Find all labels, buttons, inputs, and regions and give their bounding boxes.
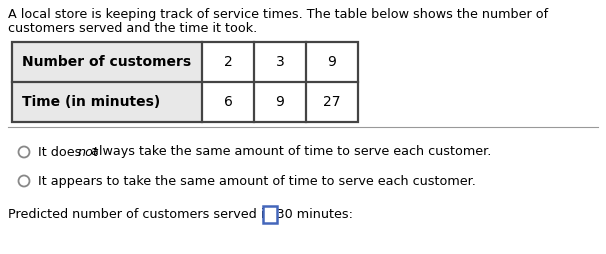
Bar <box>254 42 306 82</box>
Text: 9: 9 <box>276 95 284 109</box>
Text: It does: It does <box>38 146 85 158</box>
Text: customers served and the time it took.: customers served and the time it took. <box>8 22 258 35</box>
Bar <box>306 82 358 122</box>
Bar <box>306 42 358 82</box>
Text: not: not <box>77 146 98 158</box>
Bar <box>254 82 306 122</box>
Bar <box>12 42 358 122</box>
Text: 3: 3 <box>276 55 284 69</box>
Circle shape <box>19 147 30 157</box>
Bar <box>12 42 202 82</box>
Text: 27: 27 <box>323 95 341 109</box>
Text: always take the same amount of time to serve each customer.: always take the same amount of time to s… <box>87 146 491 158</box>
Text: It appears to take the same amount of time to serve each customer.: It appears to take the same amount of ti… <box>38 174 475 187</box>
Text: Predicted number of customers served in 30 minutes:: Predicted number of customers served in … <box>8 208 357 220</box>
Circle shape <box>19 176 30 186</box>
Text: Number of customers: Number of customers <box>22 55 191 69</box>
Text: 9: 9 <box>328 55 336 69</box>
Text: A local store is keeping track of service times. The table below shows the numbe: A local store is keeping track of servic… <box>8 8 548 21</box>
Bar <box>12 82 202 122</box>
Bar <box>202 42 254 82</box>
Bar <box>12 42 358 122</box>
Text: Time (in minutes): Time (in minutes) <box>22 95 160 109</box>
Bar <box>202 82 254 122</box>
Text: 6: 6 <box>224 95 233 109</box>
Bar <box>263 205 277 223</box>
Text: 2: 2 <box>224 55 232 69</box>
